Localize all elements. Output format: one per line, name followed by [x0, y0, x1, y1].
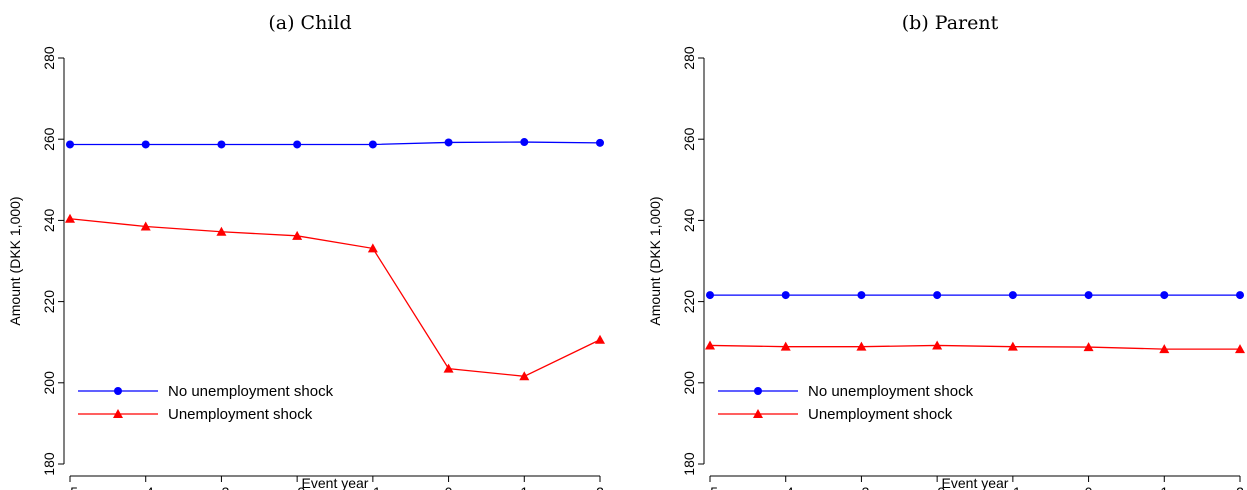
data-point [596, 138, 604, 147]
legend-label: No unemployment shock [168, 383, 334, 400]
y-tick-label: 180 [681, 452, 697, 476]
data-point [781, 291, 790, 300]
x-tick-label: −2 [929, 484, 945, 490]
x-tick-label: 1 [520, 484, 528, 490]
data-point [217, 140, 226, 149]
data-point [856, 341, 867, 351]
x-tick-label: 0 [1085, 484, 1093, 490]
legend-label: Unemployment shock [808, 406, 953, 423]
data-point [1235, 344, 1245, 354]
series-line-0 [70, 141, 601, 146]
y-tick-label: 240 [681, 209, 697, 233]
x-tick-label: −3 [213, 484, 229, 490]
chart-panel-parent: (b) Parent 180 200 220 240 260 280 −5 −4 −3 −2 −1 0… [640, 0, 1247, 490]
data-point [1236, 291, 1244, 300]
data-point [519, 371, 530, 381]
y-tick-label: 180 [41, 452, 57, 476]
data-point [140, 221, 151, 231]
data-point [368, 140, 377, 149]
x-tick-label: 2 [596, 484, 604, 490]
data-point [932, 340, 943, 350]
chart-plot-child: 180 200 220 240 260 280 −5 −4 −3 −2 −1 0 1 2 Event yea… [7, 46, 605, 490]
x-tick-label: −5 [62, 484, 78, 490]
x-tick-label: −3 [853, 484, 869, 490]
y-tick-label: 220 [681, 290, 697, 314]
y-tick-label: 240 [41, 209, 57, 233]
data-point [1008, 291, 1017, 300]
data-point [1007, 341, 1018, 351]
y-axis-title: Amount (DKK 1,000) [647, 196, 663, 325]
data-point [1160, 291, 1169, 300]
data-point [292, 230, 303, 240]
y-axis-title: Amount (DKK 1,000) [7, 196, 23, 325]
data-point [595, 334, 605, 344]
x-tick-label: −4 [778, 484, 794, 490]
data-point [1083, 342, 1094, 352]
data-point [933, 291, 942, 300]
legend-marker [754, 387, 762, 395]
chart-plot-parent: 180 200 220 240 260 280 −5 −4 −3 −2 −1 0 1 2 Event yea… [647, 46, 1245, 490]
data-point [216, 226, 227, 236]
x-tick-label: −1 [365, 484, 381, 490]
legend-item-0: No unemployment shock [718, 383, 974, 400]
x-tick-label: −2 [289, 484, 305, 490]
chart-panel-child: (a) Child 180200220240260280−5−4−3−2−101… [0, 0, 620, 490]
y-tick-label: 220 [41, 290, 57, 314]
y-tick-label: 280 [681, 46, 697, 70]
x-tick-label: −5 [702, 484, 718, 490]
data-point [65, 213, 75, 223]
series-line-1 [709, 344, 1240, 350]
x-tick-label: 2 [1236, 484, 1244, 490]
data-point [443, 363, 454, 373]
legend-marker [114, 387, 122, 395]
data-point [1084, 291, 1093, 300]
data-point [1159, 344, 1170, 354]
data-point [780, 341, 791, 351]
y-tick-label: 280 [41, 46, 57, 70]
y-tick-label: 200 [41, 371, 57, 395]
data-point [705, 340, 715, 350]
data-point [141, 140, 150, 149]
data-point [706, 291, 714, 300]
chart-title: (a) Child [268, 12, 352, 34]
legend-item-0: No unemployment shock [78, 383, 334, 400]
x-tick-label: 0 [445, 484, 453, 490]
legend-marker [113, 409, 123, 418]
data-point [66, 140, 74, 149]
series-line-1 [69, 218, 601, 377]
x-tick-label: 1 [1160, 484, 1168, 490]
data-point [444, 138, 453, 147]
legend-item-1: Unemployment shock [78, 406, 313, 423]
data-point [367, 243, 378, 253]
x-axis-title: Event year [302, 475, 369, 490]
x-tick-label: −1 [1005, 484, 1021, 490]
x-tick-label: −4 [138, 484, 154, 490]
legend-item-1: Unemployment shock [718, 406, 953, 423]
y-tick-label: 200 [681, 371, 697, 395]
legend-label: Unemployment shock [168, 406, 313, 423]
data-point [857, 291, 866, 300]
y-tick-label: 260 [681, 127, 697, 151]
y-tick-label: 260 [41, 127, 57, 151]
chart-title: (b) Parent [901, 12, 999, 34]
legend-label: No unemployment shock [808, 383, 974, 400]
legend-marker [753, 409, 763, 418]
x-axis-title: Event year [942, 475, 1009, 490]
data-point [293, 140, 302, 149]
data-point [520, 138, 529, 147]
